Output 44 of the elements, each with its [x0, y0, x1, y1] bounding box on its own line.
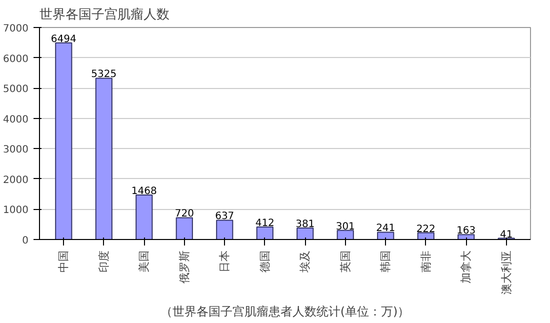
y-tick-label: 1000: [3, 205, 29, 216]
data-label: 222: [416, 224, 436, 235]
x-tick-label: 英国: [338, 250, 352, 272]
x-tick-label: 印度: [97, 250, 110, 272]
y-tick-label: 3000: [3, 144, 29, 156]
x-tick-label: 南非: [419, 250, 432, 272]
text: （世界各国子宫肌瘤患者人数统计(单位：万)）: [160, 304, 410, 318]
data-label: 381: [296, 218, 315, 230]
y-tick-label: 7000: [3, 24, 29, 34]
x-tick-label: 澳大利亚: [500, 250, 513, 294]
y-tick-label: 5000: [3, 84, 29, 96]
bar: [296, 227, 314, 240]
bar: [176, 217, 193, 240]
data-label: 637: [215, 211, 234, 222]
data-label: 1468: [131, 186, 157, 198]
data-label: 301: [336, 221, 355, 232]
chart-title: 世界各国子宫肌瘤人数: [40, 6, 170, 22]
x-tick-label: 韩国: [379, 250, 392, 272]
x-tick-label: 德国: [258, 250, 272, 272]
bar: [458, 234, 475, 240]
x-tick-label: 美国: [138, 250, 151, 272]
y-tick-label: 2000: [3, 174, 29, 186]
bar: [256, 226, 274, 240]
x-tick-label: 加拿大: [460, 250, 473, 284]
x-tick-label: 埃及: [298, 250, 312, 274]
data-label: 41: [500, 229, 513, 240]
data-label: 412: [255, 218, 274, 230]
x-tick-label: 日本: [218, 250, 232, 272]
x-tick-label: 中国: [57, 250, 70, 272]
data-label: 241: [376, 223, 396, 234]
data-label: 6494: [50, 34, 76, 45]
y-tick-label: 6000: [3, 54, 29, 65]
bar: [136, 194, 153, 240]
data-label: 163: [456, 226, 476, 237]
y-tick-label: 0: [22, 236, 29, 246]
bar: [55, 42, 72, 240]
x-tick-label: 俄罗斯: [178, 250, 191, 284]
bar: [95, 78, 112, 240]
bar: [216, 220, 234, 240]
y-tick-label: 4000: [3, 114, 29, 126]
data-label: 5325: [91, 69, 117, 80]
bar: [377, 232, 394, 240]
data-label: 720: [174, 208, 194, 220]
bar: [336, 230, 354, 240]
